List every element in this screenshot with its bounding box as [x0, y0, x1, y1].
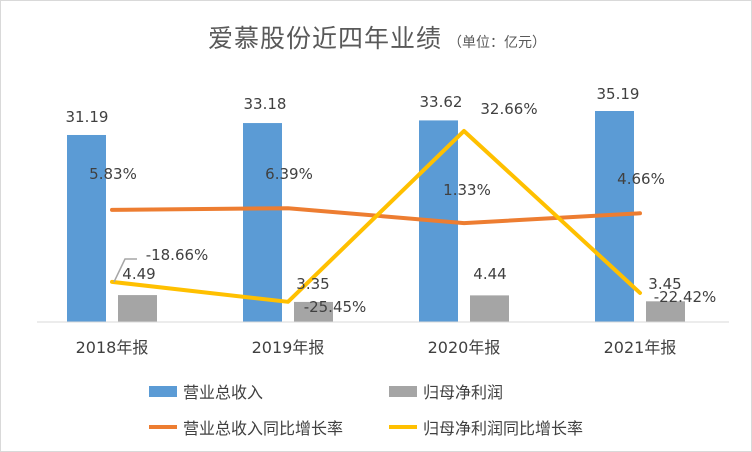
data-label: 31.19 — [66, 108, 109, 126]
data-label: 35.19 — [597, 85, 640, 103]
bar-net-profit-3 — [646, 301, 685, 322]
chart-title-text: 爱慕股份近四年业绩 — [207, 24, 442, 53]
bar-revenue-0 — [67, 134, 106, 322]
data-label-leader — [113, 258, 137, 283]
data-label: 33.18 — [244, 95, 287, 113]
bar-net-profit-0 — [118, 295, 157, 322]
data-label: 5.83% — [89, 165, 137, 183]
data-label: 3.45 — [648, 275, 681, 293]
x-tick-label: 2020年报 — [428, 338, 501, 357]
data-label: 4.49 — [122, 265, 155, 283]
data-label: -22.42% — [654, 288, 717, 306]
x-tick-label: 2019年报 — [252, 338, 325, 357]
line-profit-growth — [110, 128, 642, 304]
data-label: 6.39% — [265, 165, 313, 183]
data-label: 4.66% — [617, 170, 665, 188]
data-label: 1.33% — [443, 181, 491, 199]
chart-unit: （单位：亿元） — [448, 35, 546, 51]
data-label: -25.45% — [304, 298, 367, 316]
data-label: 32.66% — [480, 100, 537, 118]
bar-net-profit-1 — [294, 301, 333, 322]
data-label: 4.44 — [473, 265, 506, 283]
bar-revenue-1 — [243, 123, 282, 322]
chart-title: 爱慕股份近四年业绩 （单位：亿元） — [1, 19, 751, 55]
data-label: 33.62 — [420, 93, 463, 111]
x-tick-label: 2018年报 — [76, 338, 149, 357]
bar-net-profit-2 — [470, 295, 509, 322]
data-label: 3.35 — [296, 275, 329, 293]
data-label: -18.66% — [146, 246, 209, 264]
x-tick-label: 2021年报 — [604, 338, 677, 357]
